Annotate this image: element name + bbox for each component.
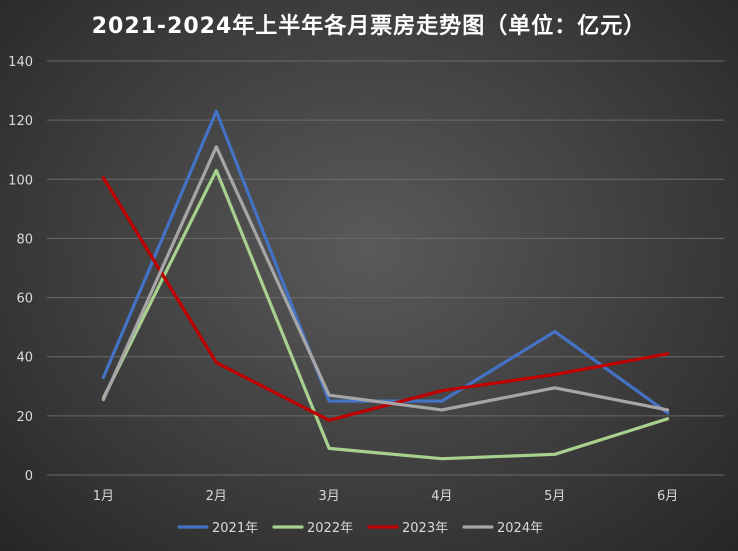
legend-label: 2021年 xyxy=(212,521,258,536)
y-tick-label: 120 xyxy=(8,114,33,129)
x-tick-label: 6月 xyxy=(657,489,678,504)
x-tick-label: 4月 xyxy=(431,489,452,504)
series-line xyxy=(101,176,670,422)
y-tick-label: 0 xyxy=(25,469,33,484)
chart-title: 2021-2024年上半年各月票房走势图（单位：亿元） xyxy=(91,14,647,39)
y-tick-label: 20 xyxy=(16,410,33,425)
x-axis-ticks: 1月 2月 3月 4月 5月 6月 xyxy=(93,489,678,504)
x-tick-label: 3月 xyxy=(318,489,339,504)
x-tick-label: 2月 xyxy=(206,489,227,504)
y-tick-label: 80 xyxy=(16,232,33,247)
gridlines xyxy=(47,60,724,476)
series-line xyxy=(101,168,670,461)
x-tick-label: 1月 xyxy=(93,489,114,504)
x-tick-label: 5月 xyxy=(544,489,565,504)
series-line xyxy=(101,145,670,412)
series-line xyxy=(101,109,670,415)
legend: 2021年 2022年 2023年 2024年 xyxy=(177,521,543,536)
legend-label: 2022年 xyxy=(307,521,353,536)
y-tick-label: 40 xyxy=(16,351,33,366)
y-tick-label: 100 xyxy=(8,173,33,188)
legend-label: 2023年 xyxy=(402,521,448,536)
y-tick-label: 140 xyxy=(8,55,33,70)
y-tick-label: 60 xyxy=(16,292,33,307)
legend-label: 2024年 xyxy=(497,521,543,536)
y-axis-ticks: 0 20 40 60 80 100 120 140 xyxy=(8,55,33,484)
series-lines xyxy=(101,109,670,461)
